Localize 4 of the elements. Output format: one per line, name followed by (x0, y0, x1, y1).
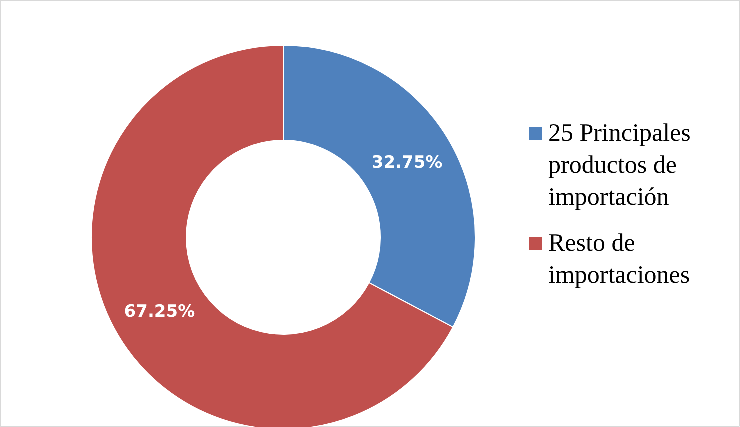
data-label: 32.75% (372, 152, 443, 173)
legend-label: 25 Principales productos de importación (548, 120, 691, 211)
legend-label: Resto de importaciones (548, 230, 690, 289)
data-label: 67.25% (124, 302, 196, 322)
